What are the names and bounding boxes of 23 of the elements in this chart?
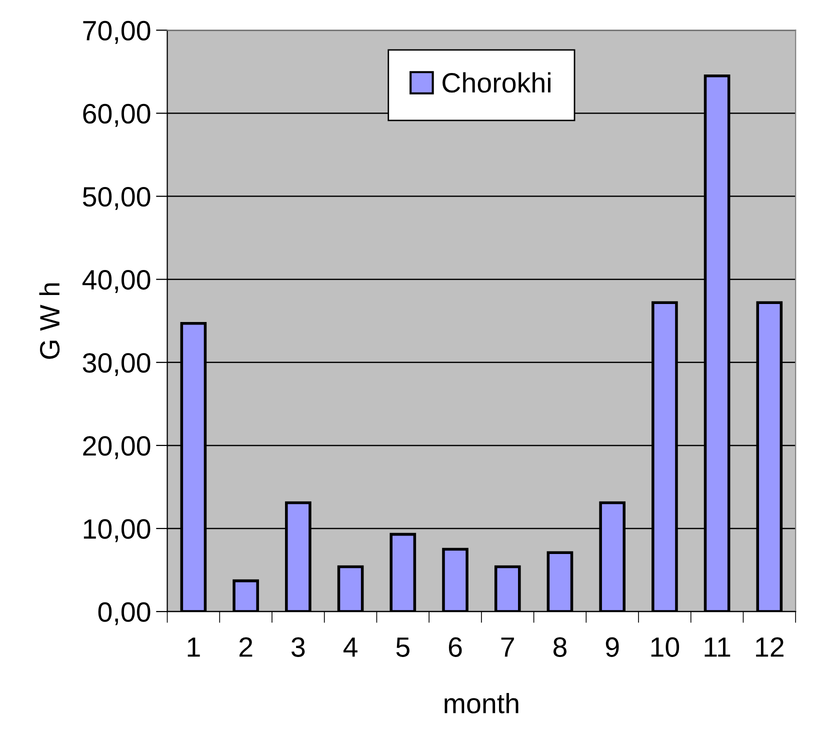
x-tick-label: 9	[606, 637, 619, 657]
x-tick-label: 10	[651, 637, 680, 657]
x-tick-label: 2	[239, 637, 252, 657]
y-tick-label: 60,00	[83, 104, 150, 127]
legend-label: Chorokhi	[442, 72, 550, 93]
y-tick-label: 40,00	[82, 270, 150, 293]
x-tick-label: 3	[292, 637, 305, 657]
y-axis-title: G W h	[39, 283, 60, 359]
y-tick-label: 50,00	[82, 186, 150, 210]
x-tick-label: 11	[704, 638, 730, 657]
x-tick-label: 5	[396, 638, 410, 657]
x-tick-label: 6	[448, 637, 462, 657]
y-tick-label: 10,00	[84, 519, 150, 542]
y-tick-label: 0,00	[98, 602, 150, 626]
x-axis-title: month	[444, 693, 518, 714]
x-tick-label: 1	[188, 638, 200, 657]
x-tick-label: 8	[553, 637, 566, 657]
y-tick-label: 20,00	[83, 436, 150, 460]
x-tick-label: 4	[343, 638, 358, 657]
x-tick-label: 12	[756, 637, 784, 657]
y-tick-label: 30,00	[82, 353, 150, 376]
y-tick-label: 70,00	[83, 20, 150, 44]
x-tick-label: 7	[501, 638, 514, 657]
